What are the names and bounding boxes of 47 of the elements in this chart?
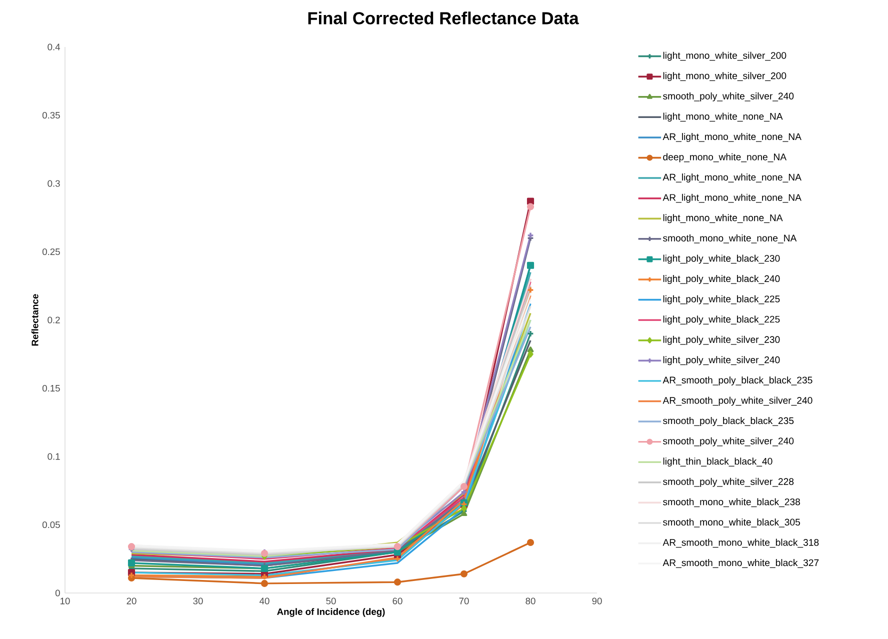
legend-label: light_poly_white_silver_240 [663, 356, 780, 366]
y-tick-label: 0.4 [48, 44, 60, 50]
legend-label: smooth_mono_white_black_238 [663, 498, 800, 508]
x-tick-label: 50 [326, 598, 336, 604]
x-axis-title: Angle of Incidence (deg) [277, 608, 385, 617]
legend-label: smooth_poly_black_black_235 [663, 417, 794, 426]
x-tick-label: 80 [526, 598, 536, 604]
legend-label: light_mono_white_silver_200 [663, 52, 786, 61]
y-tick-label: 0.3 [48, 180, 60, 187]
legend-label: light_thin_black_black_40 [663, 458, 772, 467]
y-axis-title: Reflectance [31, 294, 38, 346]
x-tick-label: 60 [392, 598, 402, 604]
x-tick-label: 30 [193, 598, 203, 604]
legend-label: light_poly_white_black_225 [663, 316, 780, 325]
legend-label: light_mono_white_silver_200 [663, 72, 786, 82]
legend-label: AR_light_mono_white_none_NA [662, 194, 802, 203]
legend-label: AR_smooth_mono_white_black_327 [662, 559, 819, 568]
legend-label: AR_light_mono_white_none_NA [662, 174, 802, 183]
legend-label: smooth_poly_white_silver_240 [663, 437, 794, 446]
legend-label: light_poly_white_silver_230 [663, 336, 780, 345]
legend-label: light_poly_white_black_240 [663, 275, 780, 284]
y-tick-label: 0 [55, 590, 60, 596]
x-tick-label: 40 [260, 598, 270, 604]
y-tick-label: 0.1 [48, 453, 60, 460]
x-tick-label: 90 [592, 598, 602, 604]
legend-label: smooth_poly_white_silver_240 [663, 92, 794, 102]
y-tick-label: 0.05 [42, 521, 60, 528]
legend-label: light_poly_white_black_225 [663, 295, 780, 304]
x-tick-label: 10 [60, 598, 70, 604]
legend-label: light_poly_white_black_230 [663, 254, 780, 264]
chart-title: Final Corrected Reflectance Data [308, 12, 579, 24]
y-tick-label: 0.35 [42, 112, 60, 119]
y-tick-label: 0.2 [48, 316, 60, 324]
x-tick-label: 70 [459, 598, 469, 604]
legend-label: AR_smooth_poly_white_silver_240 [662, 396, 812, 406]
legend-label: smooth_mono_white_black_305 [663, 518, 800, 528]
legend-label: smooth_mono_white_none_NA [663, 234, 797, 244]
legend-label: light_mono_white_none_NA [663, 214, 783, 224]
legend-label: AR_smooth_poly_black_black_235 [662, 376, 812, 386]
legend-label: smooth_poly_white_silver_228 [663, 478, 794, 487]
legend-label: light_mono_white_none_NA [663, 112, 783, 122]
legend-label: AR_smooth_mono_white_black_318 [662, 538, 819, 548]
legend-label: AR_light_mono_white_none_NA [662, 132, 802, 142]
x-tick-label: 20 [126, 598, 136, 604]
y-tick-label: 0.15 [42, 384, 60, 392]
y-tick-label: 0.25 [42, 248, 60, 256]
legend-label: deep_mono_white_none_NA [663, 153, 787, 162]
